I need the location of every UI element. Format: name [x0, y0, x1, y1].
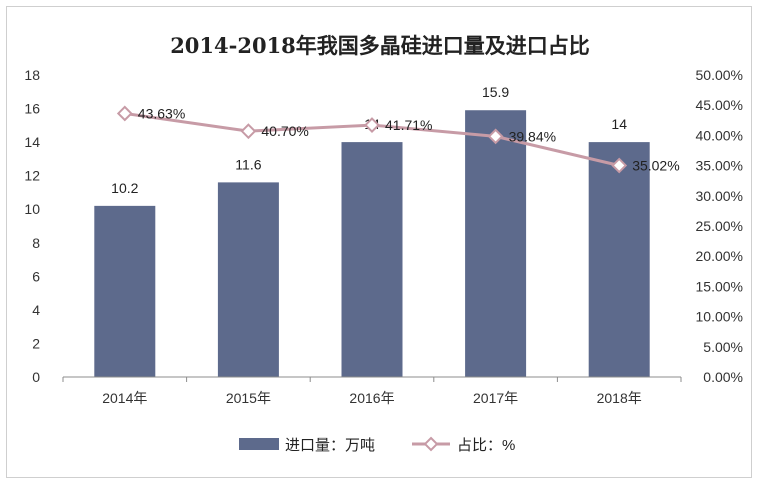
legend-line-label: 占比：%	[457, 437, 515, 454]
bar	[94, 205, 156, 377]
y-left-tick-label: 14	[24, 134, 40, 150]
legend-bar-swatch	[239, 438, 279, 450]
ratio-point	[116, 105, 133, 122]
bar-data-label: 14	[611, 116, 627, 132]
x-tick-label: 2018年	[597, 390, 642, 406]
bar-data-label: 10.2	[111, 180, 138, 196]
y-left-tick-label: 6	[32, 268, 40, 284]
y-right-tick-label: 5.00%	[703, 339, 743, 355]
bar	[217, 182, 279, 377]
bar-data-label: 15.9	[482, 84, 509, 100]
y-left-tick-label: 10	[24, 201, 40, 217]
x-tick-label: 2016年	[349, 390, 394, 406]
y-left-tick-label: 0	[32, 369, 40, 385]
ratio-data-label: 40.70%	[261, 123, 308, 139]
ratio-data-label: 39.84%	[509, 128, 556, 144]
y-right-tick-label: 50.00%	[696, 67, 743, 83]
y-left-tick-label: 2	[32, 335, 40, 351]
ratio-data-label: 43.63%	[138, 105, 185, 121]
y-right-tick-label: 30.00%	[696, 188, 743, 204]
y-left-tick-label: 16	[24, 101, 40, 117]
bar-data-label: 11.6	[235, 156, 261, 172]
ratio-point	[364, 117, 380, 133]
y-right-tick-label: 35.00%	[696, 158, 743, 174]
ratio-point	[611, 157, 628, 174]
y-right-tick-label: 45.00%	[696, 97, 743, 113]
x-tick-label: 2014年	[102, 390, 147, 406]
bar	[465, 110, 527, 377]
x-tick-label: 2017年	[473, 390, 518, 406]
y-right-tick-label: 15.00%	[696, 278, 743, 294]
y-right-tick-label: 10.00%	[696, 309, 743, 325]
legend-bar-label: 进口量：万吨	[285, 437, 375, 454]
chart-frame: 2014-2018年我国多晶硅进口量及进口占比 10.2 11.6 14 15.9 14…	[6, 6, 752, 478]
x-tick-label: 2015年	[226, 390, 271, 406]
chart-title: 2014-2018年我国多晶硅进口量及进口占比	[170, 33, 590, 58]
y-right-tick-label: 0.00%	[703, 369, 743, 385]
y-left-tick-label: 8	[32, 235, 40, 251]
legend-line-marker	[423, 436, 439, 452]
y-right-tick-label: 40.00%	[696, 127, 743, 143]
y-right-tick-label: 25.00%	[696, 218, 743, 234]
bar	[341, 142, 403, 377]
ratio-point	[487, 128, 504, 145]
bar	[588, 142, 650, 377]
y-left-tick-label: 4	[32, 302, 40, 318]
y-right-tick-label: 20.00%	[696, 248, 743, 264]
chart-svg: 2014-2018年我国多晶硅进口量及进口占比 10.2 11.6 14 15.9 14…	[24, 33, 743, 454]
ratio-data-label: 41.71%	[385, 117, 432, 133]
y-left-tick-label: 12	[24, 168, 40, 184]
y-left-tick-label: 18	[24, 67, 40, 83]
ratio-data-label: 35.02%	[632, 157, 679, 173]
ratio-point	[240, 123, 257, 140]
